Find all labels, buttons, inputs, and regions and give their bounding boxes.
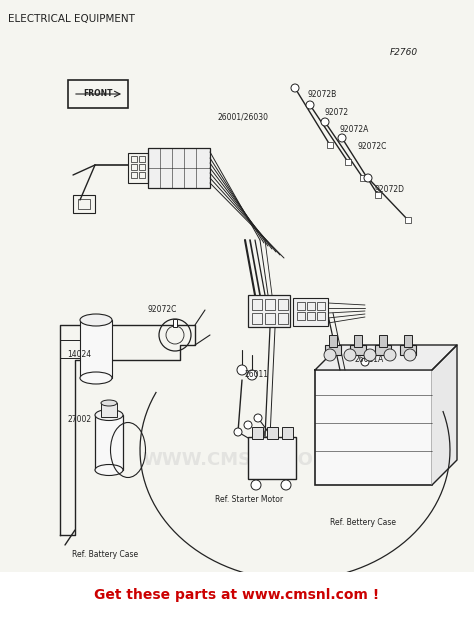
Circle shape [404, 349, 416, 361]
Bar [360, 175, 366, 181]
Circle shape [247, 370, 257, 380]
Polygon shape [432, 345, 457, 485]
Circle shape [281, 480, 291, 490]
Bar [307, 312, 315, 320]
Ellipse shape [101, 400, 117, 406]
Circle shape [364, 349, 376, 361]
Text: WWW.CMSNL.COM: WWW.CMSNL.COM [143, 451, 331, 469]
Ellipse shape [95, 409, 123, 420]
Bar [131, 172, 137, 178]
Bar [293, 298, 328, 326]
Bar [375, 345, 391, 355]
Ellipse shape [80, 314, 112, 326]
Text: Ref. Bettery Case: Ref. Bettery Case [330, 518, 396, 527]
Bar [345, 159, 351, 165]
Text: 92072C: 92072C [358, 142, 387, 151]
Circle shape [321, 118, 329, 126]
Circle shape [384, 349, 396, 361]
Bar [405, 217, 411, 223]
Bar [375, 192, 381, 198]
Bar [329, 335, 337, 347]
Bar [379, 335, 387, 347]
Bar [173, 319, 177, 327]
Bar [131, 164, 137, 170]
Circle shape [251, 480, 261, 490]
Bar [248, 437, 296, 479]
Bar [307, 302, 315, 310]
Text: F2760: F2760 [390, 48, 418, 57]
Bar [297, 302, 305, 310]
Text: 92072: 92072 [325, 108, 349, 117]
Bar [131, 156, 137, 162]
Bar [278, 313, 288, 324]
Text: 26001/26030: 26001/26030 [218, 112, 269, 121]
Bar [78, 199, 90, 209]
Bar [315, 370, 432, 485]
Text: 92072B: 92072B [308, 90, 337, 99]
Bar [327, 142, 333, 148]
Text: 14024: 14024 [67, 350, 91, 359]
Circle shape [234, 428, 242, 436]
Bar [252, 427, 263, 439]
Bar [80, 320, 112, 378]
Bar [267, 427, 278, 439]
Bar [317, 302, 325, 310]
Bar [248, 295, 290, 327]
Text: Ref. Battery Case: Ref. Battery Case [72, 550, 138, 559]
Text: 92072C: 92072C [148, 305, 177, 314]
Circle shape [237, 365, 247, 375]
Text: 92072A: 92072A [340, 125, 369, 134]
Circle shape [361, 358, 369, 366]
Circle shape [306, 101, 314, 109]
Text: 26011: 26011 [245, 370, 269, 379]
Bar [252, 313, 262, 324]
Circle shape [344, 349, 356, 361]
Circle shape [324, 349, 336, 361]
Bar [325, 345, 341, 355]
Text: Ref. Starter Motor: Ref. Starter Motor [215, 495, 283, 504]
Polygon shape [315, 345, 457, 370]
Circle shape [364, 174, 372, 182]
Text: 26012: 26012 [252, 430, 276, 439]
Bar [317, 312, 325, 320]
Bar [354, 335, 362, 347]
Bar [278, 299, 288, 310]
Bar [297, 312, 305, 320]
Bar [95, 415, 123, 470]
Bar [252, 299, 262, 310]
Bar [60, 340, 80, 358]
Text: 26011A: 26011A [355, 355, 384, 364]
Bar [68, 80, 128, 108]
Text: 27002: 27002 [68, 415, 92, 424]
Bar [139, 172, 145, 178]
Circle shape [254, 414, 262, 422]
Ellipse shape [80, 372, 112, 384]
Bar [73, 195, 95, 213]
Bar [139, 164, 145, 170]
Bar [350, 345, 366, 355]
Bar [148, 148, 210, 188]
Text: Get these parts at www.cmsnl.com !: Get these parts at www.cmsnl.com ! [94, 588, 380, 602]
Bar [282, 427, 293, 439]
Bar [400, 345, 416, 355]
Bar [265, 313, 275, 324]
Circle shape [244, 421, 252, 429]
Text: ELECTRICAL EQUIPMENT: ELECTRICAL EQUIPMENT [8, 14, 135, 24]
Text: 92072D: 92072D [375, 185, 405, 194]
Bar [0, 572, 474, 620]
Bar [404, 335, 412, 347]
Bar [128, 153, 148, 183]
Bar [139, 156, 145, 162]
Circle shape [338, 134, 346, 142]
Text: FRONT: FRONT [83, 89, 113, 99]
Ellipse shape [95, 464, 123, 476]
Bar [101, 403, 117, 417]
Circle shape [291, 84, 299, 92]
Bar [265, 299, 275, 310]
